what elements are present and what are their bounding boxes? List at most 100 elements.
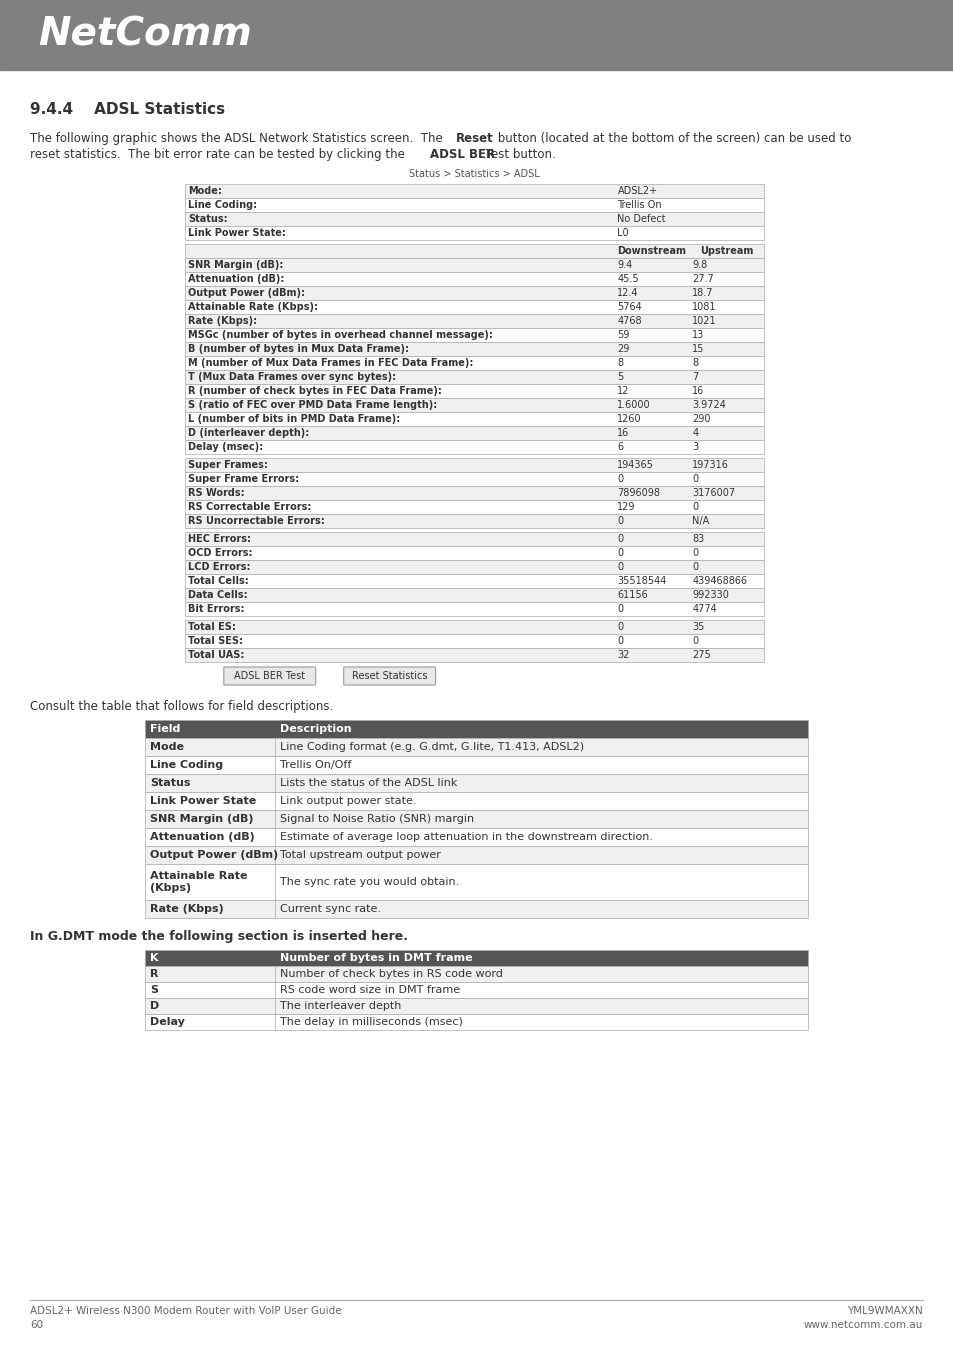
Text: Super Frames:: Super Frames: <box>188 460 268 470</box>
Text: 1.6000: 1.6000 <box>617 400 650 410</box>
Text: 3.9724: 3.9724 <box>692 400 725 410</box>
Text: 61156: 61156 <box>617 590 647 599</box>
Text: T (Mux Data Frames over sync bytes):: T (Mux Data Frames over sync bytes): <box>188 373 395 382</box>
Text: Number of check bytes in RS code word: Number of check bytes in RS code word <box>279 969 502 979</box>
Text: 4: 4 <box>692 428 698 437</box>
Bar <box>145 720 807 738</box>
Text: 16: 16 <box>617 428 629 437</box>
Text: D: D <box>150 1000 159 1011</box>
Text: Lists the status of the ADSL link: Lists the status of the ADSL link <box>279 778 456 788</box>
Text: Downstream: Downstream <box>617 246 685 256</box>
Text: 0: 0 <box>617 562 623 572</box>
Text: Current sync rate.: Current sync rate. <box>279 904 380 914</box>
Text: ADSL2+ Wireless N300 Modem Router with VoIP User Guide: ADSL2+ Wireless N300 Modem Router with V… <box>30 1305 341 1316</box>
Text: RS Uncorrectable Errors:: RS Uncorrectable Errors: <box>188 516 324 526</box>
Bar <box>185 602 763 616</box>
Text: 197316: 197316 <box>692 460 728 470</box>
Text: Output Power (dBm):: Output Power (dBm): <box>188 288 305 298</box>
Text: Field: Field <box>150 724 180 734</box>
Bar <box>185 412 763 427</box>
Bar <box>185 500 763 514</box>
Text: 9.8: 9.8 <box>692 261 707 270</box>
Text: N/A: N/A <box>692 516 709 526</box>
Text: Line Coding format (e.g. G.dmt, G.lite, T1.413, ADSL2): Line Coding format (e.g. G.dmt, G.lite, … <box>279 743 583 752</box>
Text: Total upstream output power: Total upstream output power <box>279 850 440 860</box>
Bar <box>185 398 763 412</box>
Text: Rate (Kbps):: Rate (Kbps): <box>188 316 256 325</box>
Text: YML9WMAXXN: YML9WMAXXN <box>846 1305 923 1316</box>
Bar <box>185 212 763 225</box>
Text: RS Correctable Errors:: RS Correctable Errors: <box>188 502 311 512</box>
Text: Status: Status <box>150 778 191 788</box>
Text: 27.7: 27.7 <box>692 274 714 284</box>
Text: S: S <box>150 986 157 995</box>
Text: Mode:: Mode: <box>188 186 221 196</box>
Bar <box>185 342 763 356</box>
Text: LCD Errors:: LCD Errors: <box>188 562 250 572</box>
Text: 32: 32 <box>617 649 629 660</box>
Text: Attainable Rate (Kbps):: Attainable Rate (Kbps): <box>188 302 317 312</box>
Bar <box>145 774 807 792</box>
Text: Data Cells:: Data Cells: <box>188 590 247 599</box>
Text: Output Power (dBm): Output Power (dBm) <box>150 850 278 860</box>
Text: 439468866: 439468866 <box>692 576 747 586</box>
Bar <box>145 900 807 918</box>
Bar <box>185 383 763 398</box>
Text: Upstream: Upstream <box>700 246 753 256</box>
Bar <box>185 514 763 528</box>
Bar <box>185 198 763 212</box>
Text: The following graphic shows the ADSL Network Statistics screen.  The: The following graphic shows the ADSL Net… <box>30 132 446 144</box>
Text: 0: 0 <box>692 474 698 485</box>
Text: 83: 83 <box>692 535 704 544</box>
Text: 15: 15 <box>692 344 704 354</box>
Text: Number of bytes in DMT frame: Number of bytes in DMT frame <box>279 953 472 963</box>
Bar <box>185 300 763 315</box>
Bar <box>185 440 763 454</box>
Text: RS Words:: RS Words: <box>188 487 244 498</box>
Text: 9.4.4    ADSL Statistics: 9.4.4 ADSL Statistics <box>30 103 225 117</box>
Text: Trellis On/Off: Trellis On/Off <box>279 760 351 770</box>
Text: Trellis On: Trellis On <box>617 200 661 211</box>
Bar <box>145 998 807 1014</box>
Text: RS code word size in DMT frame: RS code word size in DMT frame <box>279 986 459 995</box>
Text: 0: 0 <box>617 474 623 485</box>
Text: Line Coding:: Line Coding: <box>188 200 256 211</box>
Bar <box>185 472 763 486</box>
Text: Total SES:: Total SES: <box>188 636 243 647</box>
Bar <box>185 427 763 440</box>
Text: 275: 275 <box>692 649 710 660</box>
Bar <box>185 271 763 286</box>
Text: Total ES:: Total ES: <box>188 622 235 632</box>
Text: Rate (Kbps): Rate (Kbps) <box>150 904 223 914</box>
Text: SNR Margin (dB): SNR Margin (dB) <box>150 814 253 824</box>
Bar <box>145 738 807 756</box>
Bar <box>185 486 763 500</box>
Text: 0: 0 <box>617 548 623 558</box>
Bar <box>185 370 763 383</box>
Bar <box>185 225 763 240</box>
Bar <box>185 286 763 300</box>
Text: NetComm: NetComm <box>38 16 252 54</box>
Bar <box>185 356 763 370</box>
Bar <box>145 810 807 828</box>
Bar <box>185 589 763 602</box>
Text: 18.7: 18.7 <box>692 288 713 298</box>
Text: M (number of Mux Data Frames in FEC Data Frame):: M (number of Mux Data Frames in FEC Data… <box>188 358 473 369</box>
Bar <box>145 756 807 774</box>
Text: 194365: 194365 <box>617 460 654 470</box>
Text: 0: 0 <box>617 516 623 526</box>
Text: No Defect: No Defect <box>617 215 665 224</box>
Text: ADSL BER Test: ADSL BER Test <box>233 671 305 680</box>
Bar <box>185 648 763 662</box>
Text: 12.4: 12.4 <box>617 288 639 298</box>
Bar <box>145 967 807 981</box>
Text: 7: 7 <box>692 373 698 382</box>
Text: D (interleaver depth):: D (interleaver depth): <box>188 428 309 437</box>
Bar <box>185 560 763 574</box>
Text: R (number of check bytes in FEC Data Frame):: R (number of check bytes in FEC Data Fra… <box>188 386 441 396</box>
Text: 35518544: 35518544 <box>617 576 666 586</box>
Bar <box>145 828 807 846</box>
Bar <box>185 184 763 198</box>
Text: 60: 60 <box>30 1320 43 1330</box>
Text: 0: 0 <box>617 622 623 632</box>
